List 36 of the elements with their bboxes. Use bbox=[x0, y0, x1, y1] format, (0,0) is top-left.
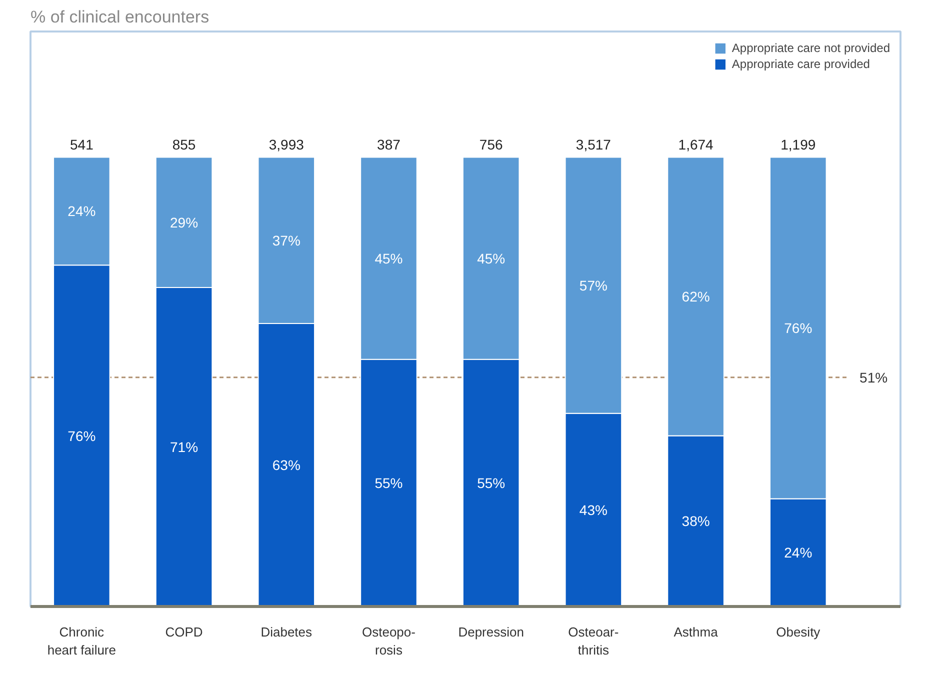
data-label: 29% bbox=[170, 214, 198, 230]
data-label: 57% bbox=[579, 277, 608, 294]
legend-label: Appropriate care not provided bbox=[732, 41, 890, 55]
x-tick-label: COPD bbox=[165, 624, 203, 640]
annotation: 3,517 bbox=[576, 136, 612, 152]
data-label: 62% bbox=[682, 288, 710, 305]
x-tick-label: Diabetes bbox=[260, 624, 313, 640]
chart-subtitle: % of clinical encounters bbox=[30, 8, 210, 26]
data-label: 24% bbox=[784, 544, 812, 561]
annotation: 756 bbox=[479, 136, 503, 152]
x-tick-label: Chronic heart failure bbox=[47, 624, 116, 658]
data-label: 37% bbox=[272, 232, 300, 248]
annotation: 3,993 bbox=[268, 136, 304, 152]
data-label: 24% bbox=[68, 203, 96, 220]
data-label: 63% bbox=[272, 456, 300, 473]
data-label: 45% bbox=[477, 250, 506, 266]
annotation: 855 bbox=[172, 136, 196, 152]
ref-line-label: 51% bbox=[860, 369, 888, 386]
data-label: 55% bbox=[374, 474, 403, 491]
annotation: 541 bbox=[70, 136, 94, 152]
data-label: 45% bbox=[374, 250, 403, 266]
data-label: 76% bbox=[68, 428, 96, 444]
x-tick-label: Osteoar- thritis bbox=[568, 624, 619, 658]
annotation: 387 bbox=[377, 136, 401, 152]
x-tick-label: Osteopo- rosis bbox=[362, 624, 416, 658]
x-tick-label: Depression bbox=[458, 624, 524, 640]
data-label: 71% bbox=[170, 439, 198, 456]
x-tick-label: Obesity bbox=[776, 624, 821, 640]
data-label: 43% bbox=[579, 502, 608, 518]
legend-label: Appropriate care provided bbox=[732, 57, 870, 71]
data-label: 38% bbox=[682, 513, 710, 530]
data-label: 55% bbox=[477, 474, 506, 491]
annotation: 1,674 bbox=[678, 136, 714, 152]
data-label: 76% bbox=[784, 320, 812, 336]
annotation: 1,199 bbox=[780, 136, 816, 152]
x-tick-label: Asthma bbox=[674, 624, 719, 640]
